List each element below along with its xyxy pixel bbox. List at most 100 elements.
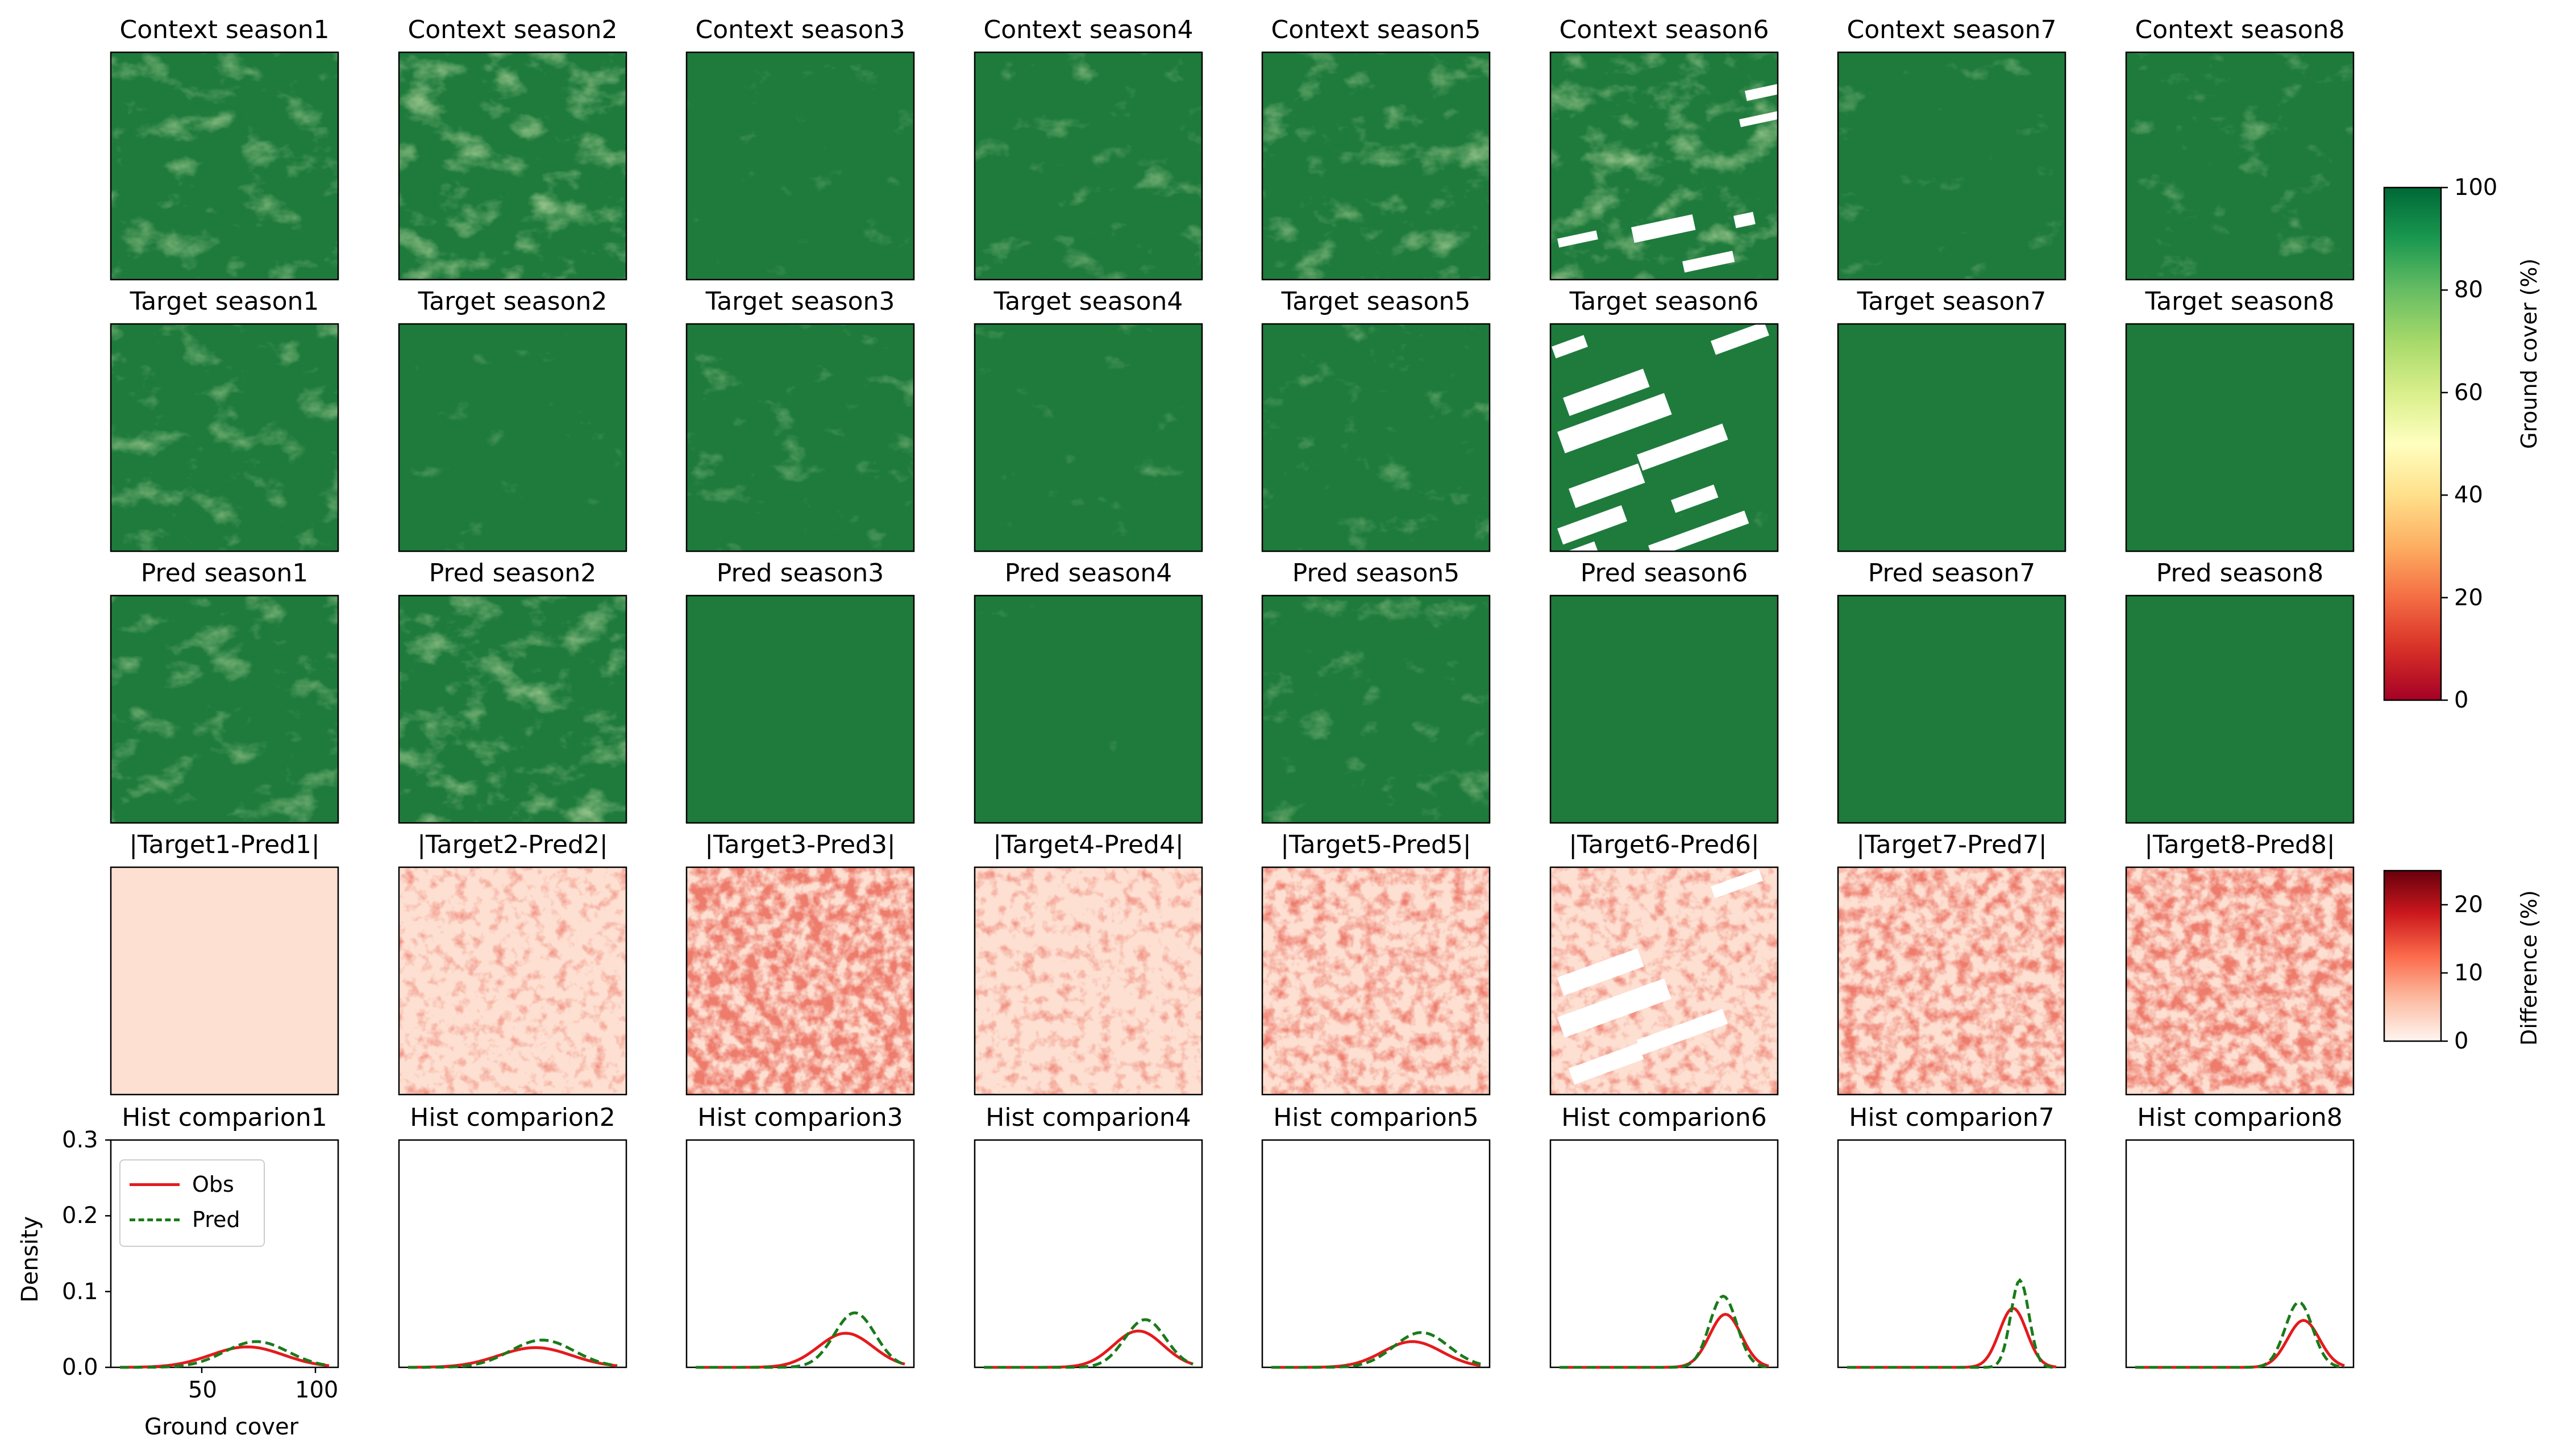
- diff-title-3: |Target3-Pred3|: [705, 830, 896, 859]
- diff-map-4: [974, 866, 1203, 1096]
- pred-map-3: [685, 594, 915, 824]
- colorbars: [2383, 186, 2442, 1042]
- hist-xlabel: Ground cover: [144, 1414, 299, 1440]
- context-title-2: Context season2: [407, 15, 618, 44]
- map-panels: [110, 51, 2355, 1096]
- hist-xtick-label-0: 50: [188, 1377, 217, 1403]
- context-map-8: [2125, 51, 2355, 281]
- hist-title-5: Hist comparion5: [1273, 1103, 1479, 1132]
- target-map-4: [974, 323, 1203, 552]
- target-map-2: [398, 323, 627, 552]
- legend-label-pred: Pred: [192, 1207, 240, 1232]
- legend-label-obs: Obs: [192, 1172, 234, 1197]
- hist-panel-7: [1837, 1139, 2066, 1369]
- target-title-3: Target season3: [705, 287, 895, 316]
- hist-ytick-label-1: 0.1: [62, 1278, 98, 1305]
- hist-ylabel: Density: [17, 1216, 43, 1303]
- context-title-4: Context season4: [983, 15, 1194, 44]
- hist-ytick-label-0: 0.0: [62, 1354, 98, 1380]
- pred-title-4: Pred season4: [1004, 559, 1172, 588]
- hist-panel-2: [398, 1139, 627, 1369]
- pred-title-7: Pred season7: [1868, 559, 2036, 588]
- context-title-7: Context season7: [1847, 15, 2057, 44]
- diff-title-4: |Target4-Pred4|: [993, 830, 1184, 859]
- pred-title-1: Pred season1: [140, 559, 309, 588]
- target-title-5: Target season5: [1281, 287, 1471, 316]
- hist-panel-8: [2125, 1139, 2355, 1369]
- target-map-1: [110, 323, 339, 552]
- context-title-5: Context season5: [1271, 15, 1481, 44]
- diff-title-1: |Target1-Pred1|: [129, 830, 320, 859]
- diff-map-5: [1261, 866, 1491, 1096]
- diff-map-8: [2125, 866, 2355, 1096]
- hist-pred-line-7: [1847, 1278, 2056, 1369]
- pred-map-8: [2125, 594, 2355, 824]
- target-map-5: [1261, 323, 1491, 552]
- pred-map-6: [1549, 594, 1779, 824]
- target-map-8: [2125, 323, 2355, 552]
- diff-tick-label-2: 20: [2454, 892, 2483, 918]
- target-map-7: [1837, 323, 2066, 552]
- hist-title-3: Hist comparion3: [697, 1103, 903, 1132]
- hist-frame-2: [398, 1139, 627, 1368]
- target-title-7: Target season7: [1857, 287, 2047, 316]
- diff-title-5: |Target5-Pred5|: [1280, 830, 1471, 859]
- hist-frame-8: [2125, 1139, 2355, 1368]
- gc-tick-label-5: 100: [2454, 174, 2498, 201]
- hist-title-1: Hist comparion1: [122, 1103, 327, 1132]
- hist-pred-line-3: [696, 1311, 905, 1369]
- diff-title-8: |Target8-Pred8|: [2144, 830, 2335, 859]
- hist-frame-3: [685, 1139, 915, 1368]
- diff-title-7: |Target7-Pred7|: [1856, 830, 2047, 859]
- context-map-2: [398, 51, 627, 281]
- colorbar-ground-cover-label: Ground cover (%): [2517, 258, 2542, 449]
- target-map-3: [685, 323, 915, 552]
- hist-pred-line-6: [1560, 1294, 1769, 1369]
- hist-pred-line-4: [984, 1318, 1194, 1369]
- pred-map-2: [398, 594, 627, 824]
- colorbar-difference-label: Difference (%): [2517, 890, 2542, 1046]
- pred-title-3: Pred season3: [716, 559, 884, 588]
- diff-map-1: [110, 866, 339, 1096]
- hist-panel-4: [974, 1139, 1203, 1369]
- context-map-6: [1549, 51, 1779, 281]
- hist-frame-6: [1549, 1139, 1779, 1368]
- hist-pred-line-2: [408, 1338, 618, 1369]
- pred-map-5: [1261, 594, 1491, 824]
- pred-map-4: [974, 594, 1203, 824]
- target-map-6: [1549, 323, 1779, 552]
- pred-title-5: Pred season5: [1292, 559, 1460, 588]
- gc-tick-label-2: 40: [2454, 482, 2483, 509]
- context-map-1: [110, 51, 339, 281]
- gc-tick-label-0: 0: [2454, 687, 2469, 713]
- target-title-2: Target season2: [418, 287, 608, 316]
- context-map-3: [685, 51, 915, 281]
- diff-tick-label-0: 0: [2454, 1028, 2469, 1054]
- target-title-8: Target season8: [2145, 287, 2335, 316]
- diff-map-6: [1549, 866, 1779, 1096]
- hist-frame-4: [974, 1139, 1203, 1368]
- hist-panel-3: [685, 1139, 915, 1369]
- diff-title-6: |Target6-Pred6|: [1569, 830, 1760, 859]
- pred-title-8: Pred season8: [2156, 559, 2324, 588]
- context-title-3: Context season3: [695, 15, 905, 44]
- hist-xtick-label-1: 100: [295, 1377, 339, 1403]
- hist-title-6: Hist comparion6: [1561, 1103, 1767, 1132]
- hist-frame-7: [1837, 1139, 2066, 1368]
- pred-title-2: Pred season2: [429, 559, 597, 588]
- hist-frame-5: [1261, 1139, 1491, 1368]
- legend: Obs Pred: [119, 1159, 265, 1247]
- diff-title-2: |Target2-Pred2|: [417, 830, 608, 859]
- hist-pred-line-5: [1271, 1331, 1481, 1369]
- hist-pred-line-8: [2135, 1300, 2345, 1369]
- colorbar-difference: [2383, 870, 2442, 1042]
- hist-panel-5: [1261, 1139, 1491, 1369]
- colorbar-ground-cover: [2383, 186, 2442, 701]
- context-title-6: Context season6: [1559, 15, 1769, 44]
- target-title-6: Target season6: [1569, 287, 1759, 316]
- legend-swatch-pred: [130, 1218, 180, 1221]
- hist-title-2: Hist comparion2: [410, 1103, 616, 1132]
- gc-tick-label-4: 80: [2454, 277, 2483, 303]
